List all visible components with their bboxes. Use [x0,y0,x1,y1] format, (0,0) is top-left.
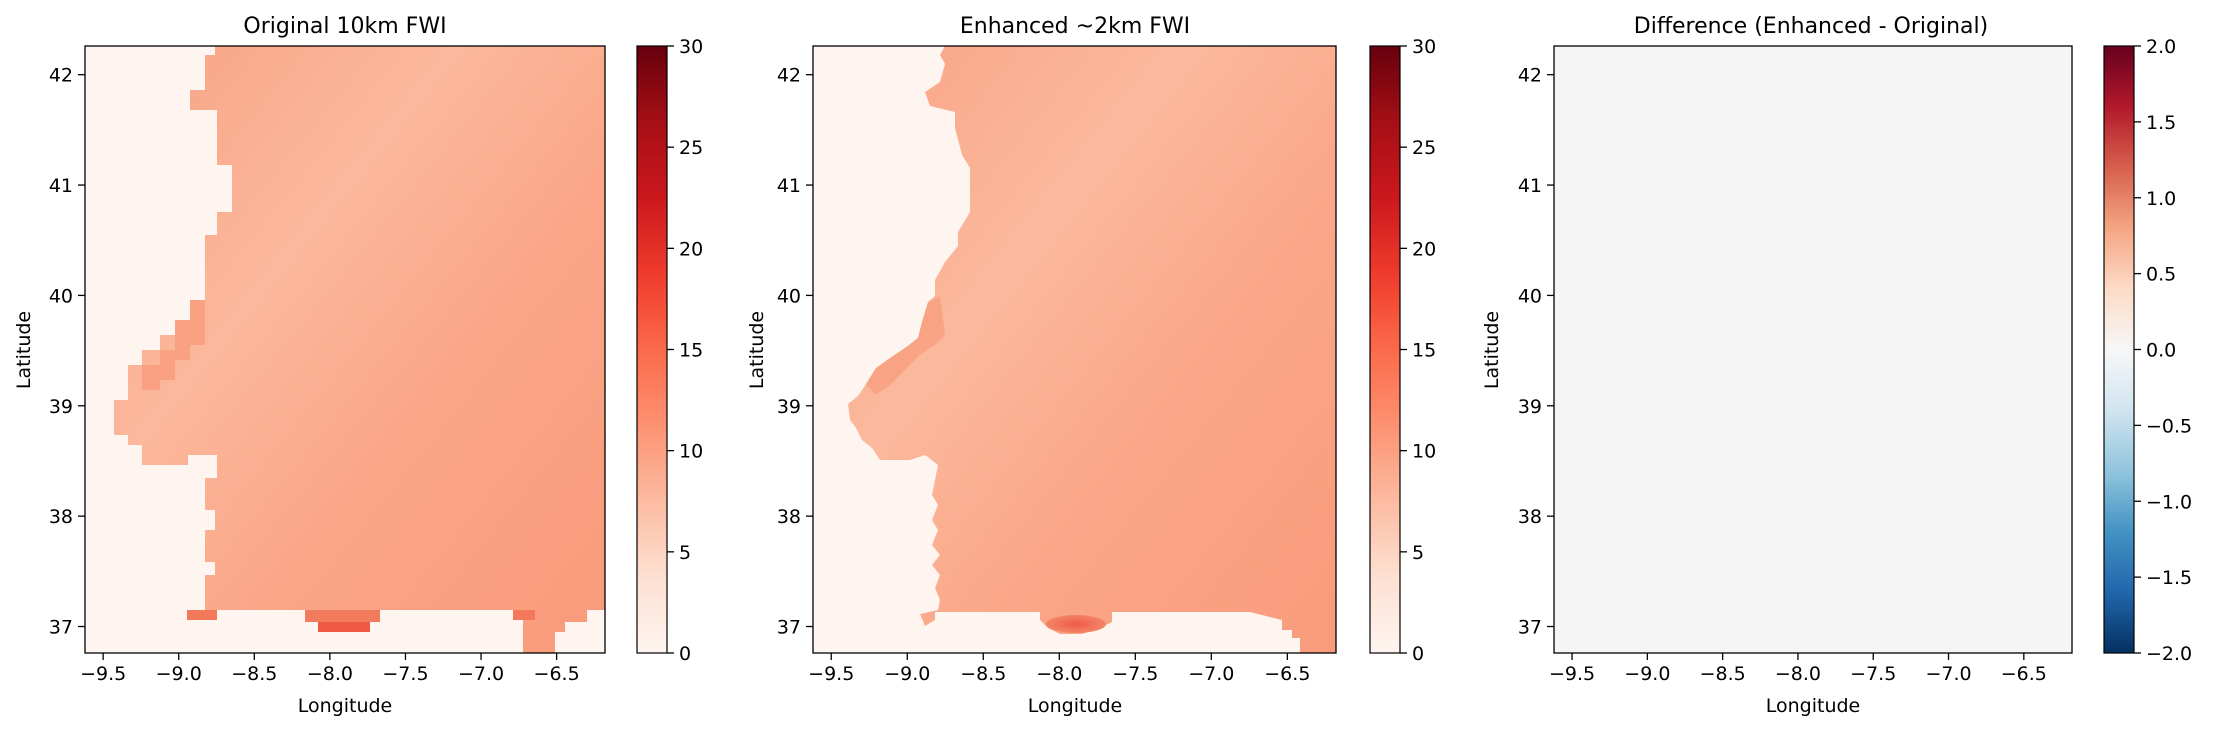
x-tick-label: −6.5 [1264,663,1310,685]
land-area [848,46,1336,653]
x-tick-label: −6.5 [2001,663,2047,685]
colorbar-tick-label: 25 [679,137,703,159]
colorbar-ticks: 0 5 10 15 20 25 30 [1400,36,1436,665]
y-axis-label: Latitude [746,311,768,389]
colorbar-tick-label: 0 [1412,643,1424,665]
colorbar-tick-label: 10 [679,441,703,463]
axes-frame [1553,45,2073,654]
colorbar-tick-label: −0.5 [2146,415,2192,437]
x-tick-label: −9.5 [1549,663,1595,685]
coast-strip-east [513,610,535,620]
y-tick-label: 40 [777,285,801,307]
y-tick-label: 42 [1518,65,1542,87]
colorbar-tick-label: 10 [1412,441,1436,463]
colorbar-tick-label: −1.5 [2146,567,2192,589]
y-tick-label: 40 [1518,285,1542,307]
panel-enhanced: Enhanced ~2km FWI −9.5 −9.0 −8.5 −8.0 −7.5 −7… [746,14,1436,717]
colorbar-tick-label: 30 [679,36,703,58]
y-tick-label: 41 [777,175,801,197]
x-tick-label: −9.0 [884,663,930,685]
colorbar-ticks: −2.0 −1.5 −1.0 −0.5 0.0 0.5 1.0 1.5 2.0 [2134,36,2192,665]
x-tick-label: −7.5 [1850,663,1896,685]
y-axis-label: Latitude [13,311,35,389]
y-tick-label: 38 [49,506,73,528]
colorbar-tick-label: 25 [1412,137,1436,159]
x-tick-label: −7.0 [1188,663,1234,685]
x-tick-label: −9.5 [80,663,126,685]
y-tick-label: 39 [1518,396,1542,418]
x-tick-label: −8.0 [307,663,353,685]
axes-frame [84,45,606,654]
y-tick-label: 37 [49,617,73,639]
colorbar [2103,45,2135,654]
colorbar-tick-label: 20 [679,238,703,260]
x-tick-label: −9.0 [156,663,202,685]
y-tick-label: 42 [49,65,73,87]
colorbar-tick-label: −2.0 [2146,643,2192,665]
difference-field [1554,46,2072,653]
hotspot [1046,615,1106,633]
colorbar [636,45,668,654]
colorbar-tick-label: 0.5 [2146,264,2176,286]
colorbar-tick-label: 1.5 [2146,112,2176,134]
y-tick-label: 41 [1518,175,1542,197]
panel-title: Difference (Enhanced - Original) [1634,14,1988,39]
x-tick-label: −8.5 [1700,663,1746,685]
panel-original: Original 10km FWI −9.5 −9.0 −8.5 −8.0 −7.5 −7… [13,14,703,717]
y-tick-label: 39 [49,396,73,418]
y-tick-label: 40 [49,285,73,307]
axis-ticks: −9.5 −9.0 −8.5 −8.0 −7.5 −7.0 −6.5 37 38 39 40 41 42 [1518,65,2047,685]
colorbar-tick-label: 15 [679,340,703,362]
x-tick-label: −6.5 [534,663,580,685]
x-tick-label: −8.5 [960,663,1006,685]
colorbar-tick-label: 0.0 [2146,340,2176,362]
hotspot [305,610,380,622]
coastal-high-band [142,300,205,390]
y-tick-label: 37 [1518,617,1542,639]
x-axis-label: Longitude [1766,695,1861,717]
x-tick-label: −9.5 [808,663,854,685]
panel-title: Enhanced ~2km FWI [960,14,1190,39]
coast-strip [187,610,217,620]
y-tick-label: 37 [777,617,801,639]
x-axis-label: Longitude [1028,695,1123,717]
x-tick-label: −7.0 [1925,663,1971,685]
colorbar [1369,45,1401,654]
y-tick-label: 41 [49,175,73,197]
land-area [114,46,605,653]
colorbar-tick-label: 20 [1412,238,1436,260]
axis-ticks: −9.5 −9.0 −8.5 −8.0 −7.5 −7.0 −6.5 37 38 39 40 41 42 [777,65,1311,685]
y-tick-label: 42 [777,65,801,87]
axes-frame [812,45,1337,654]
colorbar-tick-label: 5 [1412,542,1424,564]
colorbar-tick-label: 1.0 [2146,188,2176,210]
axis-ticks: −9.5 −9.0 −8.5 −8.0 −7.5 −7.0 −6.5 37 38 39 40 41 42 [49,65,580,685]
y-tick-label: 38 [1518,506,1542,528]
colorbar-tick-label: 2.0 [2146,36,2176,58]
y-tick-label: 39 [777,396,801,418]
colorbar-tick-label: −1.0 [2146,491,2192,513]
x-tick-label: −7.5 [1112,663,1158,685]
x-tick-label: −8.5 [231,663,277,685]
x-tick-label: −7.5 [382,663,428,685]
colorbar-ticks: 0 5 10 15 20 25 30 [667,36,703,665]
x-tick-label: −9.0 [1624,663,1670,685]
x-tick-label: −8.0 [1036,663,1082,685]
y-tick-label: 38 [777,506,801,528]
panel-difference: Difference (Enhanced - Original) −9.5 −9.… [1481,14,2192,717]
colorbar-tick-label: 5 [679,542,691,564]
x-tick-label: −8.0 [1775,663,1821,685]
y-axis-label: Latitude [1481,311,1503,389]
coastal-high-band [866,296,945,395]
x-tick-label: −7.0 [458,663,504,685]
x-axis-label: Longitude [298,695,393,717]
colorbar-tick-label: 30 [1412,36,1436,58]
hotspot-core [318,622,370,632]
panel-title: Original 10km FWI [243,14,446,39]
colorbar-tick-label: 15 [1412,340,1436,362]
colorbar-tick-label: 0 [679,643,691,665]
